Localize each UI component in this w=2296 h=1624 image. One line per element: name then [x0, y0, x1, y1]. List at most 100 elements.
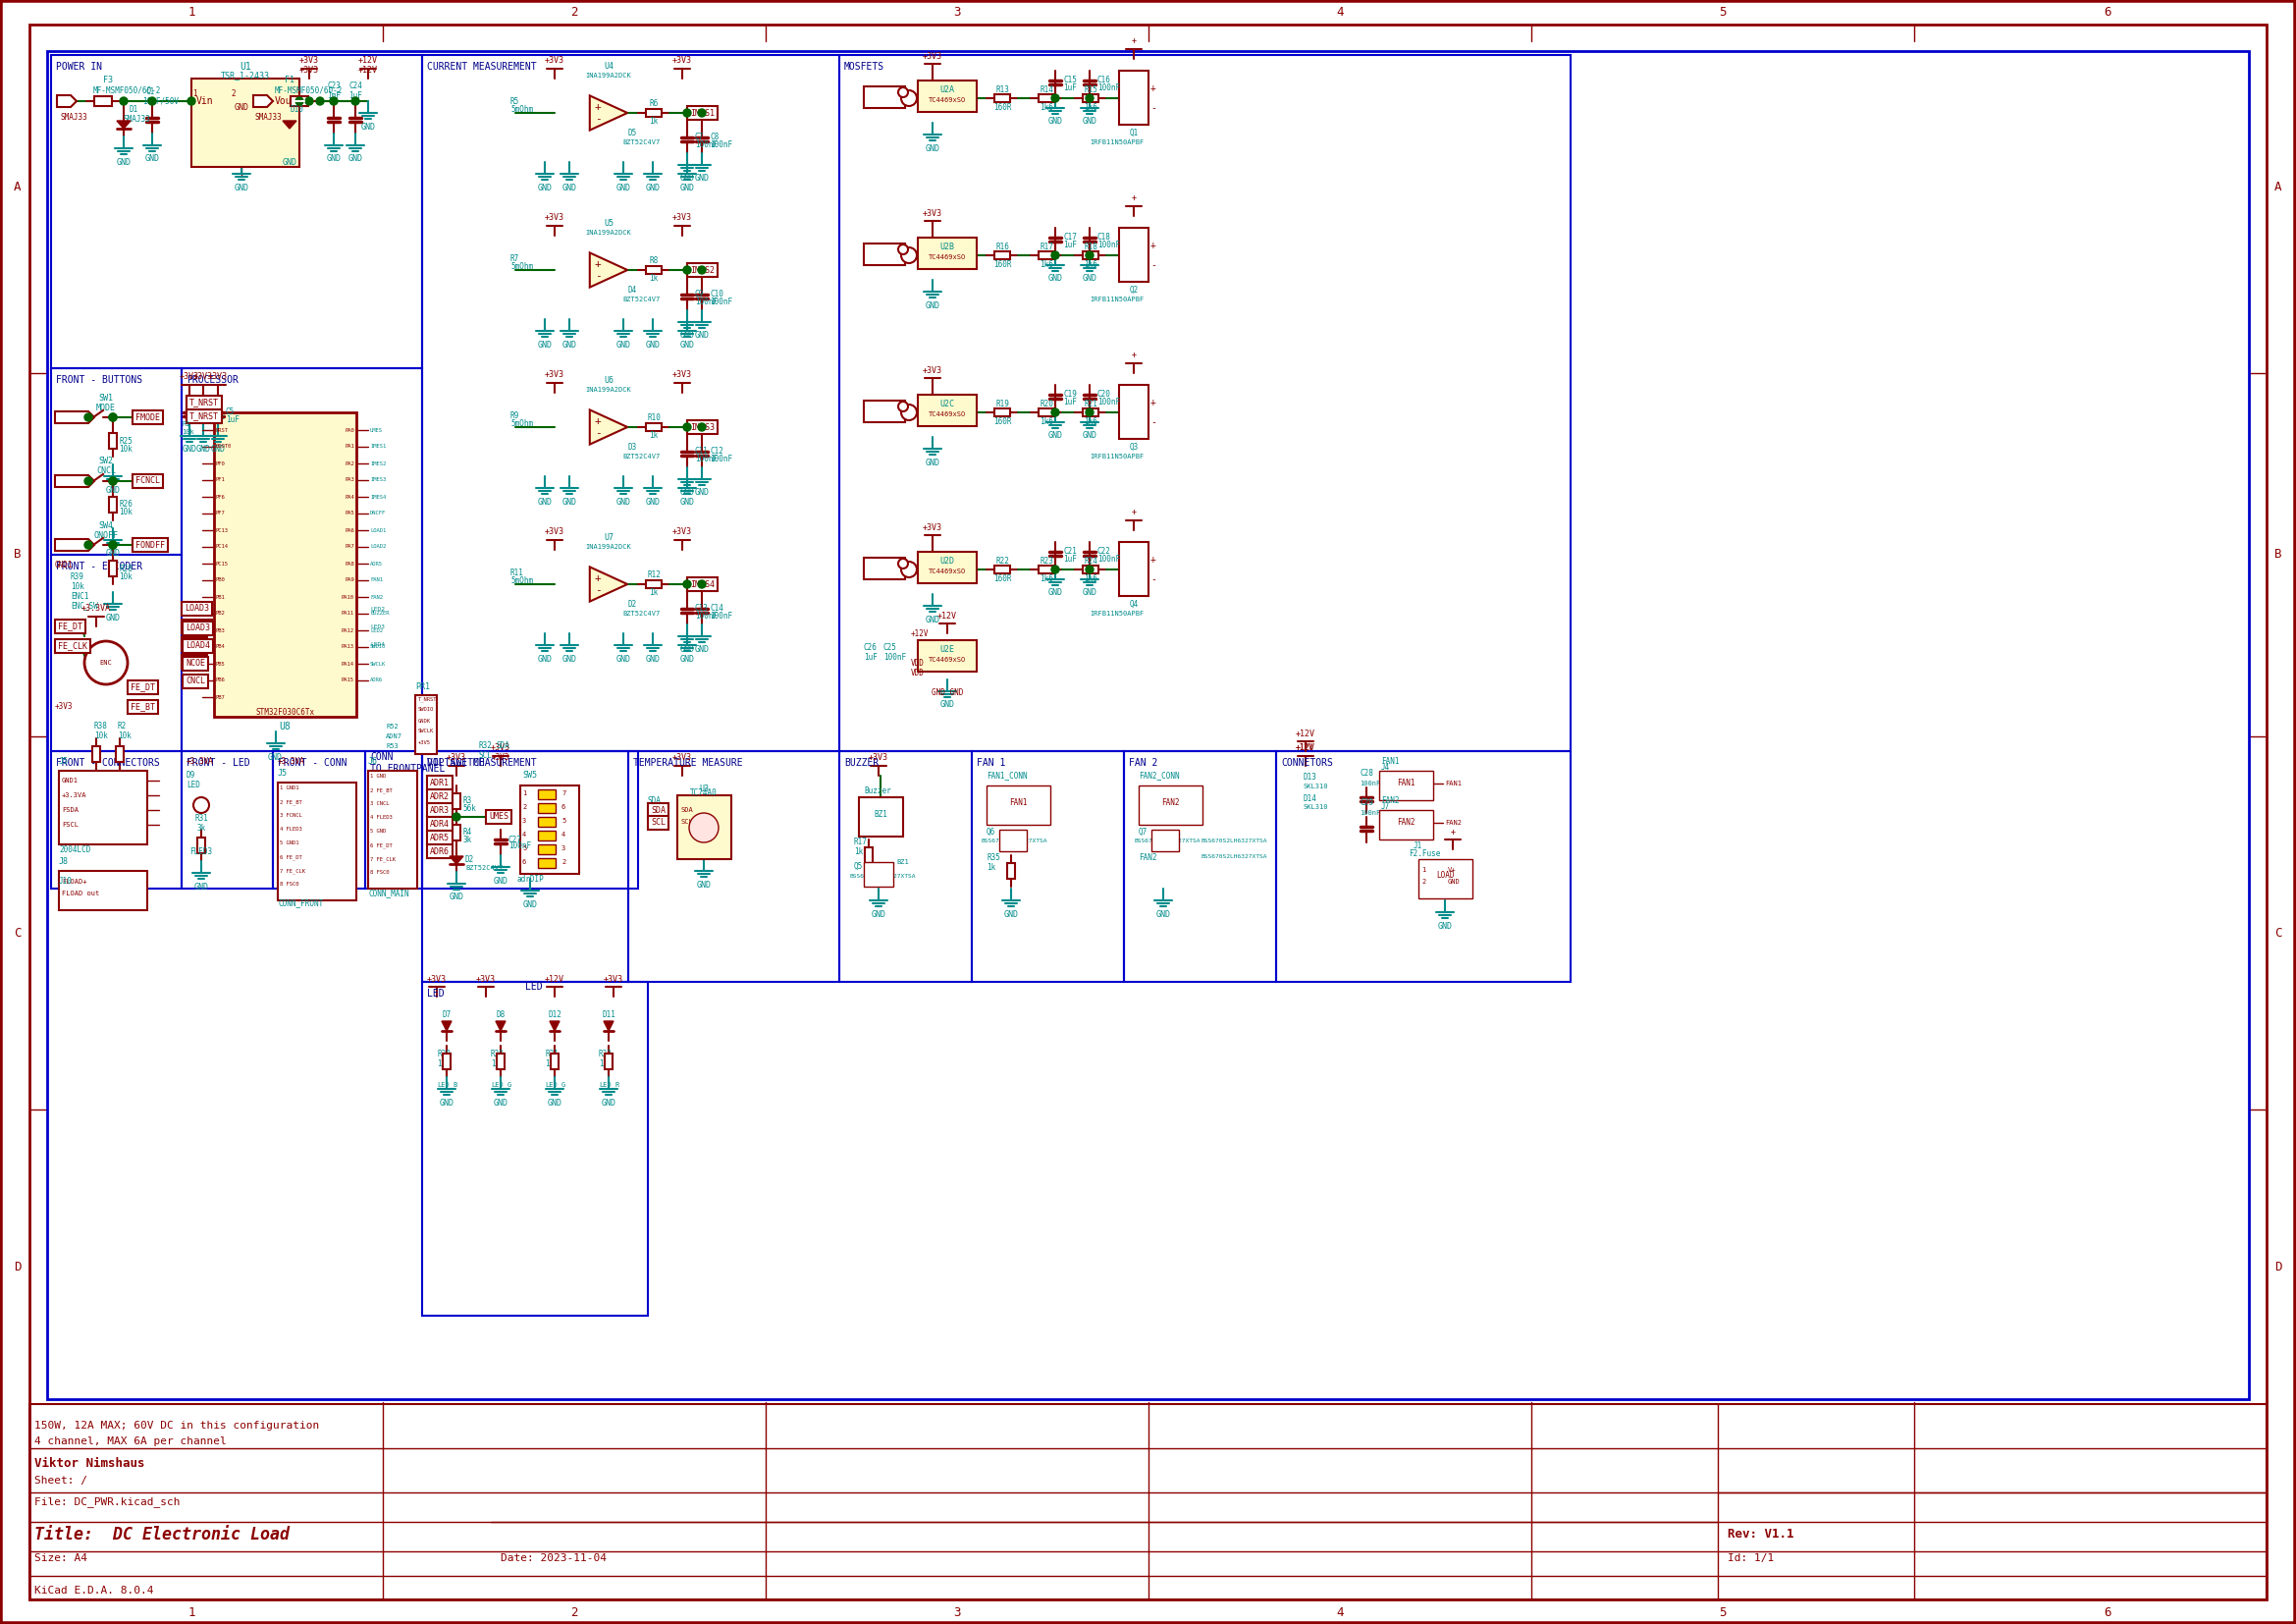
Text: GND: GND: [439, 1098, 455, 1108]
Text: FAN1: FAN1: [1444, 781, 1463, 786]
Text: Q1: Q1: [1130, 128, 1139, 136]
Text: 1k: 1k: [650, 117, 659, 127]
Text: LOAD1: LOAD1: [866, 93, 886, 99]
Text: GND: GND: [563, 497, 576, 507]
Text: CNCL: CNCL: [184, 658, 204, 666]
Circle shape: [1052, 565, 1058, 573]
Circle shape: [1052, 252, 1058, 260]
Text: U2C: U2C: [939, 400, 955, 409]
Text: C21: C21: [1063, 547, 1077, 557]
Bar: [133, 538, 168, 552]
Text: 1k6: 1k6: [1084, 573, 1097, 583]
Text: 4: 4: [521, 831, 526, 838]
Text: +3V3: +3V3: [673, 213, 691, 222]
Text: TC4469xSO: TC4469xSO: [928, 97, 967, 102]
Text: INA199A2DCK: INA199A2DCK: [585, 387, 631, 393]
Text: Q3: Q3: [1130, 442, 1139, 451]
Polygon shape: [117, 120, 131, 128]
Circle shape: [108, 477, 117, 486]
Bar: [443, 1054, 450, 1069]
Circle shape: [85, 541, 92, 549]
Circle shape: [900, 562, 916, 578]
Text: GND: GND: [1081, 117, 1097, 127]
Bar: [60, 771, 147, 844]
Polygon shape: [282, 120, 296, 128]
Text: 3 CNCL: 3 CNCL: [370, 802, 390, 807]
Text: 1: 1: [188, 5, 195, 18]
Bar: [48, 50, 2248, 1400]
Text: -: -: [1150, 102, 1157, 114]
Text: D: D: [907, 565, 914, 575]
Text: R28: R28: [119, 564, 133, 573]
Text: T_NRST: T_NRST: [191, 412, 218, 421]
Text: C: C: [907, 408, 914, 417]
Text: PA1: PA1: [344, 445, 354, 450]
Bar: [51, 369, 181, 555]
Text: 10k: 10k: [117, 732, 131, 741]
Text: 1 GND1: 1 GND1: [280, 786, 298, 791]
Bar: [422, 752, 629, 983]
Text: GND: GND: [546, 1098, 563, 1108]
Text: GND: GND: [1081, 432, 1097, 440]
Text: +12V: +12V: [358, 57, 379, 65]
Bar: [1038, 252, 1054, 260]
Text: PB2: PB2: [216, 611, 225, 615]
Text: +3V3: +3V3: [55, 703, 73, 711]
Text: 1k6: 1k6: [1084, 260, 1097, 268]
Text: D9: D9: [186, 771, 195, 780]
Text: SWDIO: SWDIO: [418, 708, 434, 713]
Text: +3V3: +3V3: [544, 213, 565, 222]
Text: R9: R9: [510, 411, 519, 419]
Text: +3V3: +3V3: [604, 974, 622, 984]
Bar: [645, 109, 661, 117]
Bar: [60, 870, 147, 909]
Text: MOSFETS: MOSFETS: [845, 62, 884, 71]
Circle shape: [108, 541, 117, 549]
Text: 100nF: 100nF: [1097, 240, 1120, 248]
Text: GND: GND: [925, 145, 939, 153]
Text: 1k: 1k: [599, 1059, 608, 1067]
Text: ONOFF: ONOFF: [94, 531, 119, 539]
Bar: [452, 825, 461, 841]
Text: 1k6: 1k6: [1040, 260, 1054, 268]
Text: 5: 5: [1720, 1606, 1727, 1619]
Text: GND: GND: [1449, 879, 1460, 885]
Text: FAN2_CONN: FAN2_CONN: [1139, 771, 1180, 780]
Text: LED4: LED4: [370, 641, 386, 646]
Text: J10: J10: [60, 877, 73, 887]
Circle shape: [684, 424, 691, 430]
Bar: [994, 252, 1010, 260]
Bar: [604, 1054, 613, 1069]
Text: 8 FSC0: 8 FSC0: [370, 870, 390, 875]
Bar: [1038, 565, 1054, 573]
Text: SDA: SDA: [650, 806, 666, 815]
Text: +3.3VA: +3.3VA: [57, 477, 87, 486]
Polygon shape: [55, 411, 94, 424]
Circle shape: [900, 247, 916, 263]
Bar: [1118, 385, 1148, 438]
Text: POWER IN: POWER IN: [55, 62, 101, 71]
Text: 1 GND: 1 GND: [370, 775, 386, 780]
Text: FE_DT: FE_DT: [57, 622, 83, 630]
Text: IMES1: IMES1: [370, 445, 386, 450]
Text: +3V3: +3V3: [923, 52, 941, 60]
Text: +3V3: +3V3: [475, 974, 496, 984]
Text: 1uF: 1uF: [1063, 554, 1077, 564]
Bar: [487, 810, 512, 823]
Text: PROCESSOR: PROCESSOR: [186, 375, 239, 385]
Text: 10k: 10k: [181, 429, 195, 435]
Text: MODE: MODE: [96, 403, 115, 412]
Bar: [987, 786, 1049, 825]
Bar: [1118, 227, 1148, 283]
Bar: [186, 396, 223, 409]
Text: +3V3: +3V3: [923, 523, 941, 531]
Circle shape: [188, 97, 195, 106]
Text: FAN2: FAN2: [1382, 796, 1398, 804]
Text: CURRENT MEASUREMENT: CURRENT MEASUREMENT: [427, 62, 537, 71]
Text: GND: GND: [925, 300, 939, 310]
Polygon shape: [590, 253, 627, 287]
Text: FSCL: FSCL: [62, 822, 78, 828]
Text: C17: C17: [1063, 234, 1077, 242]
Text: -: -: [595, 429, 602, 438]
Text: SCL: SCL: [480, 752, 494, 760]
